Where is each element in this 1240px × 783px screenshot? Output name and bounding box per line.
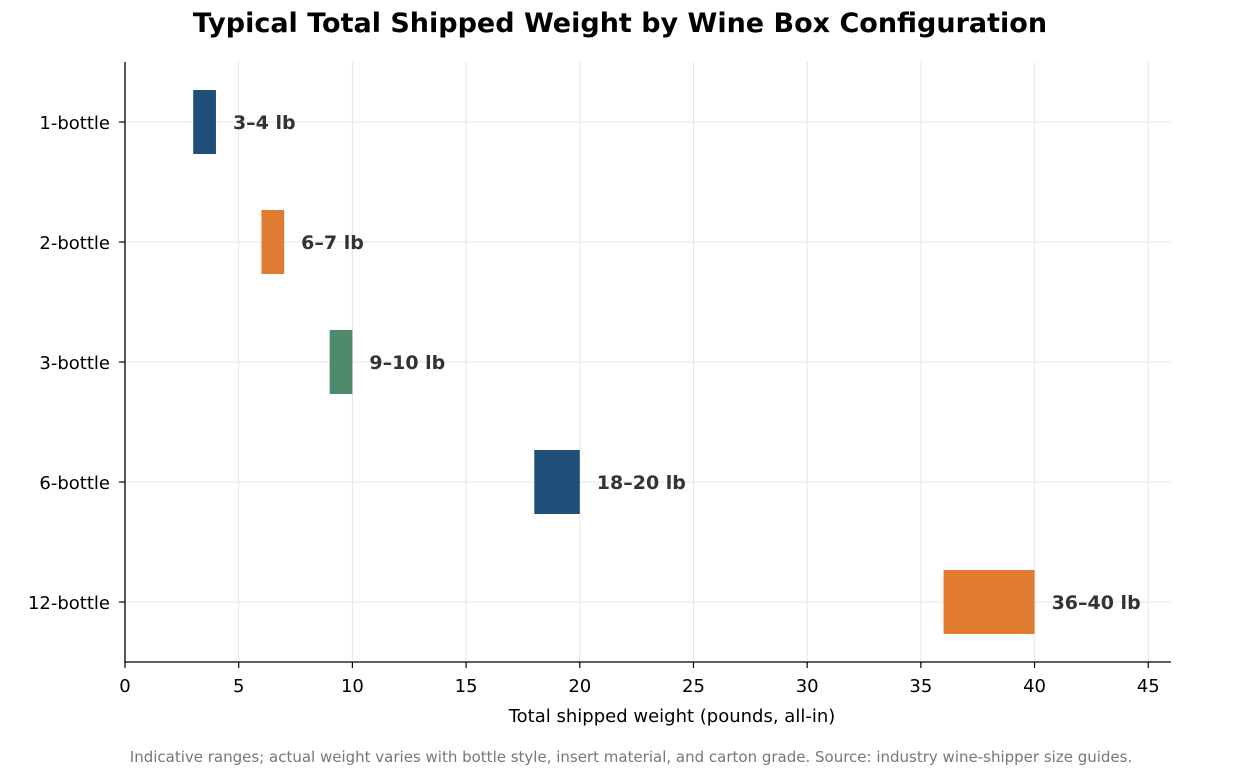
range-bar-6-bottle	[534, 450, 580, 514]
y-tick-label: 2-bottle	[39, 233, 110, 254]
range-bar-12-bottle	[943, 570, 1035, 634]
range-bar-2-bottle	[261, 210, 285, 274]
range-bar-3-bottle	[329, 330, 353, 394]
range-label-2-bottle: 6–7 lb	[301, 232, 364, 254]
x-tick-label: 30	[796, 676, 819, 697]
x-tick-label: 40	[1023, 676, 1046, 697]
x-tick-label: 15	[455, 676, 478, 697]
x-tick-label: 20	[568, 676, 591, 697]
x-tick-label: 10	[341, 676, 364, 697]
x-axis-title: Total shipped weight (pounds, all-in)	[508, 706, 836, 727]
y-tick-label: 6-bottle	[39, 473, 110, 494]
chart-title: Typical Total Shipped Weight by Wine Box…	[192, 8, 1048, 39]
range-label-3-bottle: 9–10 lb	[369, 352, 445, 374]
range-label-6-bottle: 18–20 lb	[597, 472, 686, 494]
x-tick-label: 45	[1137, 676, 1160, 697]
y-tick-label: 12-bottle	[28, 593, 110, 614]
range-bar-1-bottle	[193, 90, 216, 154]
x-tick-label: 35	[909, 676, 932, 697]
x-tick-label: 0	[119, 676, 130, 697]
y-tick-label: 3-bottle	[39, 353, 110, 374]
range-label-1-bottle: 3–4 lb	[233, 112, 296, 134]
chart-footnote: Indicative ranges; actual weight varies …	[129, 748, 1133, 766]
y-tick-label: 1-bottle	[39, 113, 110, 134]
range-label-12-bottle: 36–40 lb	[1052, 592, 1141, 614]
x-tick-label: 25	[682, 676, 705, 697]
x-tick-label: 5	[233, 676, 244, 697]
